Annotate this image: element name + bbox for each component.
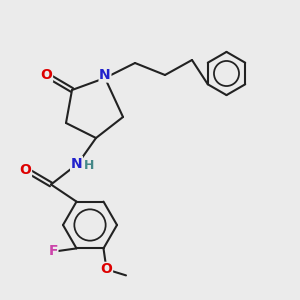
Text: N: N <box>71 157 82 170</box>
Text: F: F <box>48 244 58 258</box>
Text: O: O <box>100 262 112 276</box>
Text: O: O <box>20 163 32 176</box>
Text: N: N <box>99 68 111 82</box>
Text: H: H <box>84 159 94 172</box>
Text: O: O <box>40 68 52 82</box>
